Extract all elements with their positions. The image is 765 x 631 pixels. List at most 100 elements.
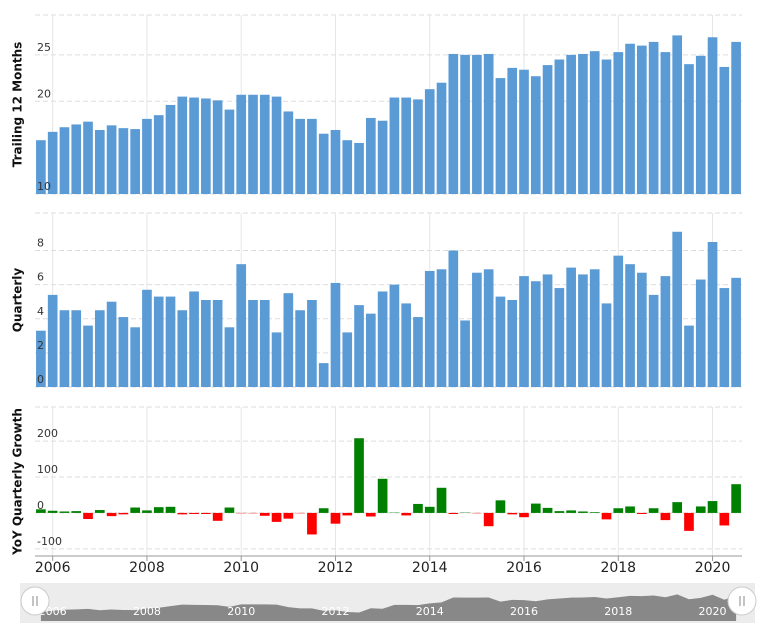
bar bbox=[731, 484, 741, 513]
bar bbox=[695, 55, 706, 194]
bar bbox=[212, 512, 223, 521]
bar bbox=[707, 37, 718, 195]
bar bbox=[36, 509, 46, 513]
bar bbox=[695, 506, 706, 513]
navigator-label: 2014 bbox=[416, 605, 444, 618]
y-axis-title: Quarterly bbox=[11, 268, 25, 333]
bar bbox=[472, 54, 482, 194]
bar bbox=[130, 507, 140, 513]
bar bbox=[578, 53, 588, 194]
bar bbox=[118, 512, 129, 515]
bar bbox=[71, 511, 82, 513]
bar bbox=[283, 512, 294, 519]
y-tick-label: 20 bbox=[37, 87, 51, 100]
navigator-label: 2010 bbox=[227, 605, 255, 618]
bar bbox=[142, 510, 152, 513]
bar bbox=[495, 500, 506, 513]
bar bbox=[153, 296, 164, 387]
bar bbox=[271, 96, 282, 194]
bar bbox=[613, 52, 624, 194]
bar bbox=[318, 133, 329, 194]
bar bbox=[106, 512, 117, 517]
x-tick-label: 2012 bbox=[318, 560, 354, 576]
bar bbox=[47, 294, 58, 387]
x-tick-label: 2014 bbox=[412, 560, 448, 576]
y-tick-label: 8 bbox=[37, 237, 44, 250]
y-axis-title: YoY Quarterly Growth bbox=[11, 408, 25, 556]
bar bbox=[106, 125, 117, 194]
bar bbox=[59, 310, 70, 387]
bar bbox=[271, 332, 282, 387]
bar bbox=[365, 117, 376, 194]
bar bbox=[354, 142, 364, 194]
bar bbox=[413, 99, 423, 194]
bar bbox=[401, 97, 412, 194]
bar bbox=[731, 277, 741, 387]
bar bbox=[637, 272, 647, 387]
bar bbox=[719, 288, 730, 387]
bar bbox=[401, 512, 412, 516]
bar bbox=[495, 296, 506, 387]
bar bbox=[71, 124, 82, 194]
bar bbox=[354, 438, 364, 513]
bar bbox=[365, 313, 376, 387]
bar bbox=[330, 130, 341, 194]
bar bbox=[212, 300, 223, 387]
bar bbox=[542, 274, 553, 387]
handle-circle bbox=[20, 586, 50, 616]
bar bbox=[83, 121, 93, 194]
bar bbox=[71, 310, 82, 387]
bar bbox=[47, 510, 58, 513]
bar bbox=[259, 94, 270, 194]
bar bbox=[648, 294, 659, 387]
bar bbox=[283, 111, 294, 194]
bar bbox=[460, 320, 470, 387]
bar bbox=[554, 511, 565, 513]
bar bbox=[142, 118, 152, 194]
bar bbox=[589, 51, 600, 194]
bar bbox=[578, 274, 588, 387]
bar bbox=[530, 281, 541, 387]
bar bbox=[519, 276, 529, 387]
bar bbox=[212, 100, 223, 194]
bar bbox=[189, 97, 199, 194]
bar bbox=[648, 41, 659, 194]
bar bbox=[731, 41, 741, 194]
bar bbox=[201, 512, 211, 514]
bar bbox=[436, 487, 447, 513]
bar bbox=[589, 269, 600, 387]
x-tick-label: 2020 bbox=[695, 560, 731, 576]
bar bbox=[413, 503, 423, 513]
bar bbox=[424, 89, 435, 194]
bar bbox=[59, 511, 70, 513]
bar bbox=[448, 53, 459, 194]
bar bbox=[259, 300, 270, 387]
bar bbox=[613, 255, 624, 387]
bar bbox=[578, 511, 588, 513]
bar bbox=[507, 512, 518, 515]
bar bbox=[47, 131, 58, 194]
bar bbox=[165, 296, 176, 387]
y-tick-label: -100 bbox=[37, 535, 62, 548]
bar bbox=[625, 264, 635, 387]
bar bbox=[94, 130, 105, 194]
navigator-label: 2012 bbox=[321, 605, 349, 618]
bar bbox=[248, 94, 258, 194]
navigator-handle[interactable] bbox=[727, 586, 757, 616]
bar bbox=[224, 507, 235, 513]
bar bbox=[601, 303, 612, 387]
bar bbox=[707, 501, 718, 513]
bar bbox=[189, 512, 199, 514]
y-tick-label: 25 bbox=[37, 41, 51, 54]
bar bbox=[224, 327, 235, 387]
navigator-handle[interactable] bbox=[20, 586, 50, 616]
y-tick-label: 200 bbox=[37, 427, 58, 440]
bar bbox=[201, 98, 211, 194]
bar bbox=[530, 503, 541, 513]
bar bbox=[672, 35, 683, 194]
bar bbox=[165, 104, 176, 194]
bar bbox=[295, 118, 305, 194]
bar bbox=[177, 96, 188, 194]
bar bbox=[283, 293, 294, 387]
